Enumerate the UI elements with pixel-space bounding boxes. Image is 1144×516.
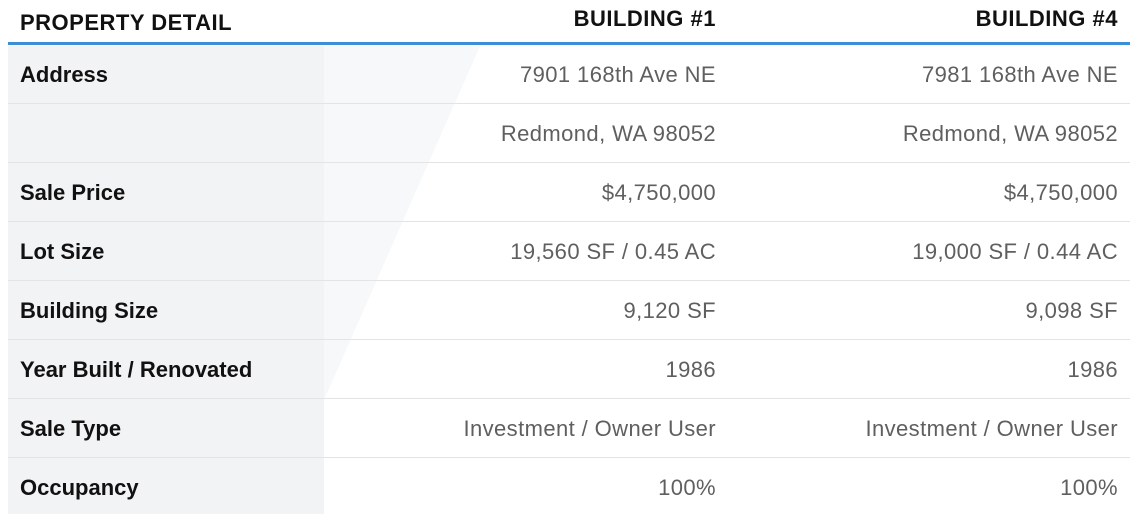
building-4-value: Investment / Owner User bbox=[865, 416, 1118, 441]
row-label: Building Size bbox=[20, 298, 159, 323]
row-label: Sale Type bbox=[20, 416, 122, 441]
building-1-value: Redmond, WA 98052 bbox=[500, 121, 716, 146]
row-label: Address bbox=[20, 62, 109, 87]
row-label: Lot Size bbox=[20, 239, 105, 264]
table-header: PROPERTY DETAIL BUILDING #1 BUILDING #4 bbox=[8, 0, 1130, 45]
building-4-value: $4,750,000 bbox=[1003, 180, 1118, 205]
building-1-value: 9,120 SF bbox=[623, 298, 716, 323]
row-label: Sale Price bbox=[20, 180, 126, 205]
table-row-address: Address 7901 168th Ave NE 7981 168th Ave… bbox=[8, 45, 1130, 104]
building-4-value: 7981 168th Ave NE bbox=[922, 62, 1118, 87]
row-label: Year Built / Renovated bbox=[20, 357, 253, 382]
building-4-value: 1986 bbox=[1067, 357, 1118, 382]
building-1-value: $4,750,000 bbox=[601, 180, 716, 205]
building-1-value: 7901 168th Ave NE bbox=[520, 62, 716, 87]
building-4-value: 19,000 SF / 0.44 AC bbox=[912, 239, 1118, 264]
table-row-year-built: Year Built / Renovated 1986 1986 bbox=[8, 340, 1130, 399]
building-1-value: 19,560 SF / 0.45 AC bbox=[510, 239, 716, 264]
table-row-building-size: Building Size 9,120 SF 9,098 SF bbox=[8, 281, 1130, 340]
building-4-value: 9,098 SF bbox=[1025, 298, 1118, 323]
row-label: Occupancy bbox=[20, 475, 139, 500]
table-row-address-city: Redmond, WA 98052 Redmond, WA 98052 bbox=[8, 104, 1130, 163]
building-1-value: Investment / Owner User bbox=[463, 416, 716, 441]
column-header-property-detail: PROPERTY DETAIL bbox=[20, 10, 233, 35]
building-1-value: 100% bbox=[658, 475, 716, 500]
table-row-sale-type: Sale Type Investment / Owner User Invest… bbox=[8, 399, 1130, 458]
table-row-occupancy: Occupancy 100% 100% bbox=[8, 458, 1130, 516]
column-header-building-1: BUILDING #1 bbox=[573, 6, 716, 31]
table-row-sale-price: Sale Price $4,750,000 $4,750,000 bbox=[8, 163, 1130, 222]
building-4-value: Redmond, WA 98052 bbox=[902, 121, 1118, 146]
property-detail-table: PROPERTY DETAIL BUILDING #1 BUILDING #4 … bbox=[8, 0, 1130, 516]
building-4-value: 100% bbox=[1060, 475, 1118, 500]
column-header-building-4: BUILDING #4 bbox=[975, 6, 1118, 31]
building-1-value: 1986 bbox=[665, 357, 716, 382]
table-row-lot-size: Lot Size 19,560 SF / 0.45 AC 19,000 SF /… bbox=[8, 222, 1130, 281]
